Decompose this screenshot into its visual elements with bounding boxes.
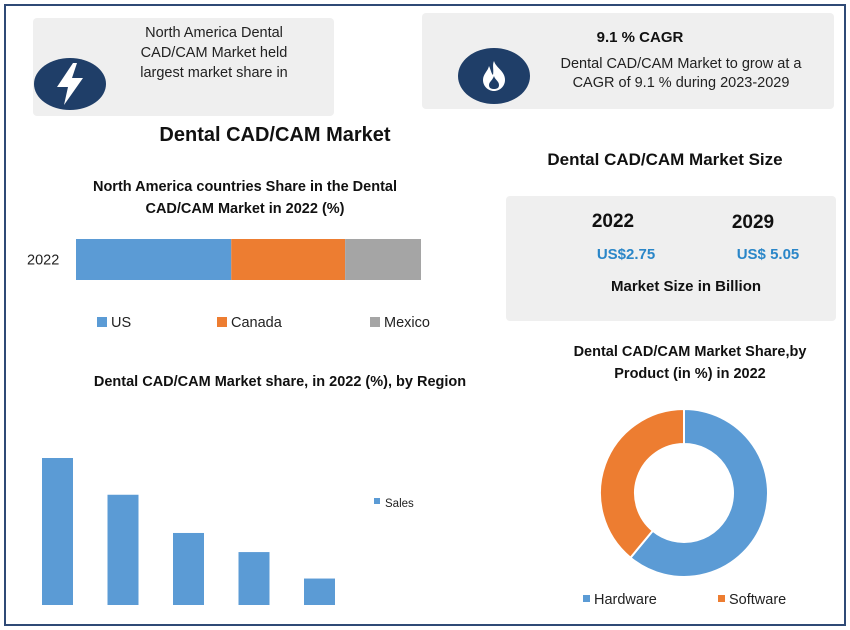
donut-slice-software	[599, 407, 685, 560]
legend-swatch-canada	[217, 317, 227, 327]
market-size-title: Dental CAD/CAM Market Size	[547, 150, 783, 169]
region-bar-chart: Sales	[42, 458, 414, 605]
region-bar	[42, 458, 73, 605]
cagr-callout-text: Dental CAD/CAM Market to grow at a CAGR …	[560, 56, 802, 91]
north-america-stacked-bar-chart: 2022 US Canada Mexico	[27, 239, 430, 331]
legend-swatch-sales	[374, 498, 380, 504]
category-label: 2022	[27, 253, 59, 269]
market-size-value-2029: US$ 5.05	[736, 246, 800, 263]
region-bar	[238, 552, 270, 605]
cagr-heading: 9.1 % CAGR	[596, 29, 684, 46]
lightning-bolt-icon	[34, 58, 106, 110]
legend-swatch-us	[97, 317, 107, 327]
market-size-year-2022: 2022	[591, 211, 635, 232]
legend-label-canada: Canada	[231, 315, 283, 331]
product-chart-title: Dental CAD/CAM Market Share,by Product (…	[573, 344, 807, 382]
market-size-card	[506, 196, 836, 321]
market-size-unit-label: Market Size in Billion	[610, 278, 762, 295]
stacked-bar-segment-us	[76, 239, 232, 280]
stacked-bar-segment-mexico	[345, 239, 421, 280]
region-chart-title: Dental CAD/CAM Market share, in 2022 (%)…	[93, 374, 467, 390]
donut-slice-hardware	[629, 407, 769, 578]
legend-label-us: US	[111, 315, 131, 331]
stacked-bar-segment-canada	[231, 239, 346, 280]
legend-swatch-mexico	[370, 317, 380, 327]
north-america-callout-text: North America Dental CAD/CAM Market held…	[140, 25, 288, 81]
legend-label-mexico: Mexico	[384, 315, 430, 331]
flame-icon	[458, 48, 530, 104]
legend-swatch-software	[718, 595, 725, 602]
north-america-chart-title: North America countries Share in the Den…	[92, 179, 398, 217]
legend-label-sales: Sales	[385, 498, 414, 510]
region-bar	[107, 494, 139, 605]
region-bar	[173, 532, 204, 605]
market-size-year-2029: 2029	[731, 212, 775, 233]
legend-label-software: Software	[729, 592, 786, 608]
legend-label-hardware: Hardware	[594, 592, 657, 608]
market-size-value-2022: US$2.75	[596, 246, 656, 263]
region-bar	[304, 578, 335, 605]
legend-swatch-hardware	[583, 595, 590, 602]
main-title: Dental CAD/CAM Market	[159, 124, 391, 146]
